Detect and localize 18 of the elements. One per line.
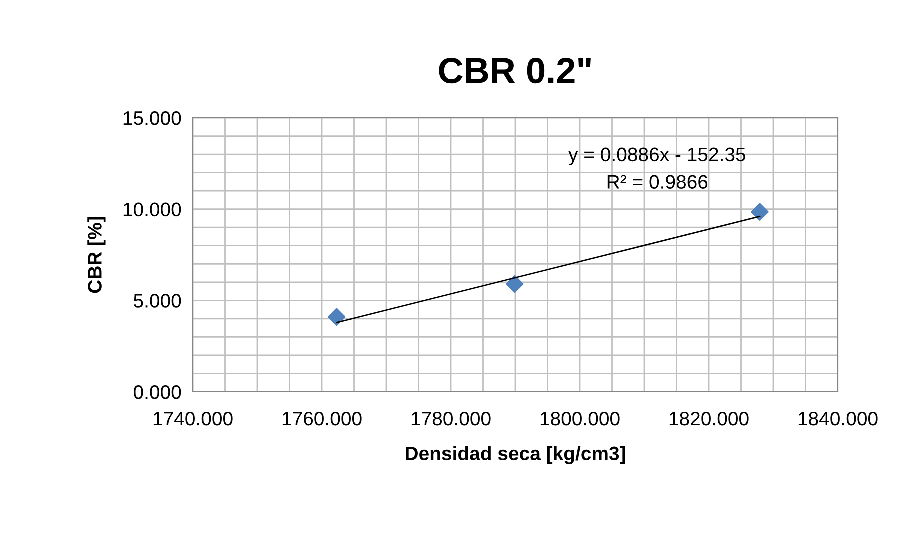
x-tick-label: 1780.000 bbox=[412, 412, 491, 426]
x-tick-label: 1740.000 bbox=[154, 412, 233, 426]
x-tick-label: 1820.000 bbox=[670, 412, 749, 426]
point bbox=[751, 203, 769, 221]
point bbox=[506, 275, 524, 294]
y-tick-label: 15.000 bbox=[124, 111, 182, 126]
annotation: R² = 0.9866 bbox=[608, 175, 708, 189]
x-tick-label: 1840.000 bbox=[798, 412, 878, 426]
y-axis-title: CBR [%] bbox=[88, 217, 106, 294]
x-axis-title: Densidad seca [kg/cm3] bbox=[406, 446, 626, 464]
annotation: y = 0.0886x - 152.35 bbox=[568, 148, 746, 166]
x-tick-label: 1800.000 bbox=[540, 412, 620, 426]
y-tick-label: 10.000 bbox=[124, 202, 182, 217]
point bbox=[328, 308, 346, 326]
y-tick-label: 5.000 bbox=[134, 294, 182, 308]
x-tick-label: 1760.000 bbox=[282, 412, 362, 426]
chart-title: CBR 0.2" bbox=[439, 58, 591, 84]
y-tick-label: 0.000 bbox=[134, 385, 182, 400]
